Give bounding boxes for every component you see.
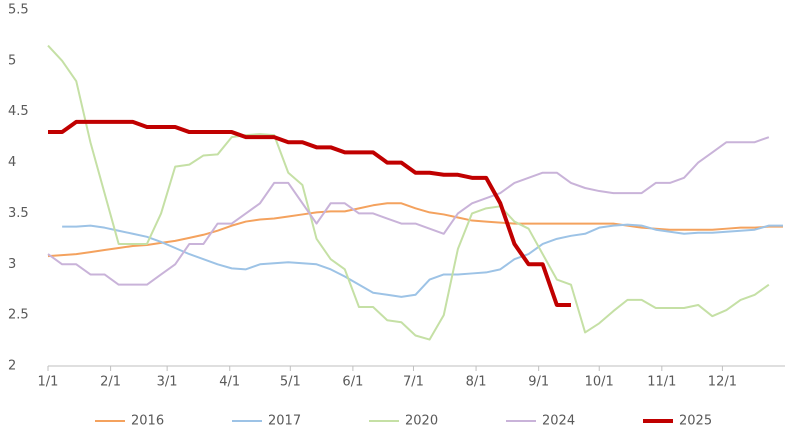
x-tick-label: 9/1 (528, 375, 549, 390)
line (47, 202, 783, 258)
x-tick-label: 6/1 (342, 375, 363, 390)
x-tick-label: 8/1 (466, 375, 487, 390)
line (47, 44, 770, 341)
line (47, 136, 770, 286)
y-tick-label: 3.5 (8, 206, 29, 221)
x-tick-label: 4/1 (219, 375, 240, 390)
legend-label: 2016 (131, 414, 164, 429)
y-tick-label: 4 (8, 155, 16, 170)
legend-label: 2025 (679, 414, 712, 429)
legend-label: 2017 (268, 414, 301, 429)
line (62, 223, 783, 298)
legend-label: 2020 (405, 414, 438, 429)
legend-label: 2024 (542, 414, 575, 429)
x-tick-label: 1/1 (38, 375, 59, 390)
x-tick-label: 12/1 (708, 375, 737, 390)
x-tick-label: 2/1 (100, 375, 121, 390)
x-tick-label: 3/1 (157, 375, 178, 390)
x-tick-label: 5/1 (280, 375, 301, 390)
y-tick-label: 5 (8, 53, 16, 68)
y-tick-label: 2 (8, 359, 16, 374)
y-tick-label: 2.5 (8, 308, 29, 323)
x-tick-label: 10/1 (585, 375, 614, 390)
y-tick-label: 5.5 (8, 3, 29, 18)
y-tick-label: 4.5 (8, 104, 29, 119)
line (48, 119, 571, 307)
x-tick-label: 7/1 (403, 375, 424, 390)
y-tick-label: 3 (8, 257, 16, 272)
x-tick-label: 11/1 (647, 375, 676, 390)
